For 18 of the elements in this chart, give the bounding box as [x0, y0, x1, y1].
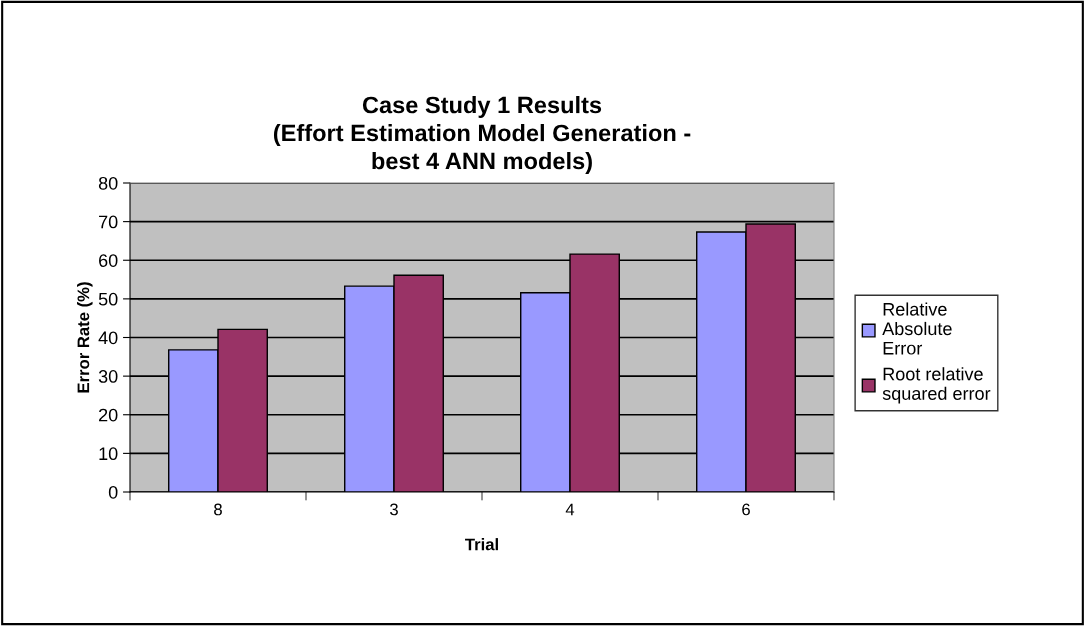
y-tick-label: 50: [98, 292, 118, 306]
y-tick-label: 60: [99, 254, 118, 267]
y-tick-label: 70: [99, 215, 118, 229]
x-tick-label: 4: [565, 503, 575, 516]
y-tick-label: 0: [108, 485, 118, 499]
legend-label: Root relative squared error: [882, 367, 991, 404]
y-axis-title: Error Rate (%): [77, 282, 93, 393]
y-tick-label: 20: [99, 408, 118, 422]
chart-title: Case Study 1 Results (Effort Estimation Model Generation - best 4 ANN models): [273, 96, 691, 175]
x-tick-label: 8: [214, 503, 222, 516]
y-tick-label: 80: [98, 176, 118, 190]
y-tick-label: 30: [98, 370, 118, 383]
x-axis-title: Trial: [465, 538, 498, 551]
x-tick-label: 6: [742, 503, 750, 516]
y-tick-label: 10: [99, 447, 118, 461]
legend-label: Relative Absolute Error: [882, 302, 952, 355]
x-tick-label: 3: [390, 503, 398, 516]
y-tick-label: 40: [98, 331, 118, 345]
